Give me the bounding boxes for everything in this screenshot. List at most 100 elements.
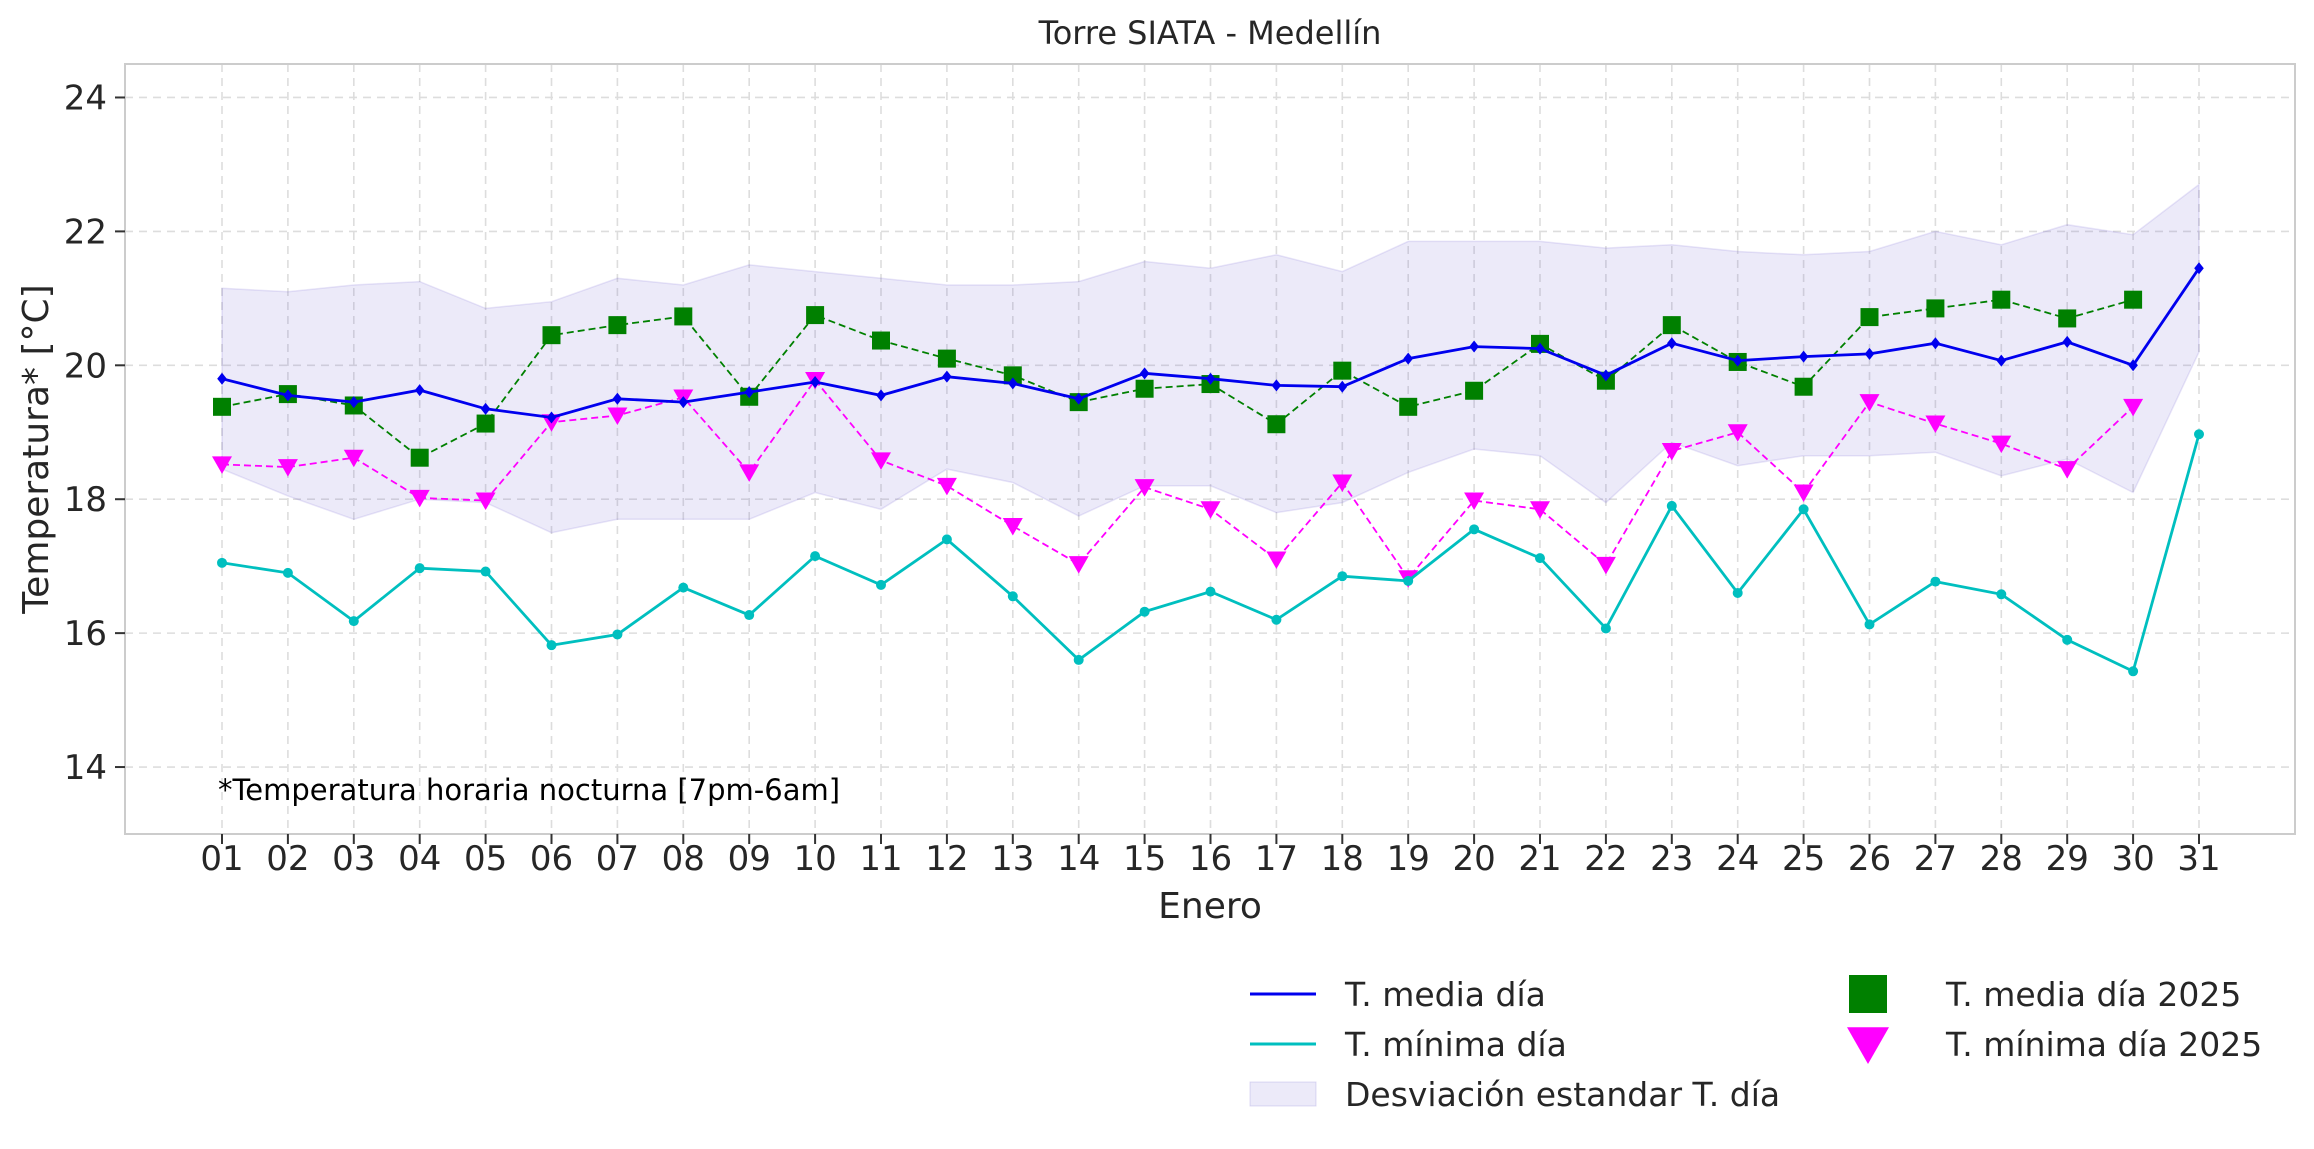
data-point — [1930, 576, 1941, 587]
data-point — [212, 456, 232, 474]
data-point — [1073, 654, 1084, 665]
x-tick-label: 01 — [200, 839, 243, 879]
data-point — [1991, 435, 2012, 454]
legend-swatch — [1847, 1027, 1889, 1064]
std-band-area — [221, 182, 2200, 534]
x-tick-label: 02 — [266, 839, 309, 879]
data-point — [1732, 354, 1743, 367]
x-tick-label: 16 — [1189, 839, 1232, 879]
data-point — [1793, 484, 1814, 503]
data-point — [608, 316, 627, 335]
data-point — [1205, 372, 1216, 385]
x-tick-label: 28 — [1980, 839, 2023, 879]
y-axis-label: Temperatura* [°C] — [16, 284, 57, 614]
std-band-layer — [221, 182, 2200, 534]
legend-entry: T. media día 2025 — [1849, 975, 2241, 1014]
data-point — [2128, 666, 2139, 677]
data-point — [1266, 551, 1287, 569]
legend-entry: Desviación estandar T. día — [1249, 1075, 1780, 1114]
x-tick-label: 08 — [662, 839, 705, 879]
x-tick-label: 11 — [859, 839, 902, 879]
data-point — [476, 414, 495, 433]
x-tick-label: 04 — [398, 839, 441, 879]
data-point — [1662, 316, 1681, 335]
data-point — [1139, 606, 1150, 617]
x-tick-label: 03 — [332, 839, 375, 879]
y-tick-label: 20 — [64, 346, 107, 386]
data-point — [1139, 367, 1150, 380]
legend-entry: T. mínima día 2025 — [1847, 1025, 2262, 1064]
data-point — [1996, 589, 2007, 600]
data-point — [2128, 359, 2138, 372]
data-point — [213, 397, 231, 416]
y-tick-label: 24 — [64, 78, 107, 118]
chart-legend: T. media día T. mínima día Desviación esta… — [1249, 975, 2262, 1114]
legend-label: T. mínima día — [1344, 1025, 1567, 1064]
data-point — [1002, 518, 1023, 536]
x-tick-label: 06 — [530, 839, 573, 879]
data-point — [2194, 429, 2204, 440]
data-point — [2124, 290, 2143, 309]
data-point — [612, 629, 623, 640]
data-point — [1992, 290, 2011, 309]
data-point — [2058, 309, 2077, 328]
data-point — [546, 640, 557, 651]
series-layer — [212, 262, 2204, 677]
data-point — [1003, 366, 1022, 385]
data-point — [475, 492, 496, 511]
data-point — [612, 392, 623, 405]
data-point — [1008, 377, 1018, 390]
data-point — [936, 477, 957, 496]
data-point — [810, 376, 820, 389]
x-axis-label: Enero — [1158, 886, 1262, 927]
legend-entry: T. mínima día — [1250, 1025, 1567, 1064]
data-point — [871, 452, 891, 470]
legend-label: Desviación estandar T. día — [1345, 1075, 1780, 1114]
data-point — [1271, 614, 1282, 625]
x-tick-label: 23 — [1650, 839, 1693, 879]
legend-label: T. media día — [1344, 975, 1546, 1014]
data-point — [876, 389, 886, 402]
data-point — [1073, 392, 1084, 405]
data-point — [1332, 474, 1353, 492]
data-point — [674, 307, 693, 326]
data-point — [217, 557, 227, 568]
data-point — [2062, 634, 2073, 645]
x-tick-label: 31 — [2177, 839, 2220, 879]
data-point — [2123, 398, 2144, 417]
chart-annotation: *Temperatura horaria nocturna [7pm-6am] — [218, 773, 840, 807]
data-point — [1465, 381, 1484, 400]
data-point — [806, 306, 825, 325]
data-point — [1864, 619, 1875, 630]
data-point — [283, 389, 293, 402]
data-point — [546, 411, 557, 424]
data-point — [343, 449, 364, 468]
data-point — [1068, 556, 1089, 574]
data-point — [480, 402, 491, 415]
series-1 — [217, 429, 2204, 677]
y-tick-label: 16 — [64, 614, 107, 654]
data-point — [876, 579, 886, 590]
x-tick-label: 27 — [1914, 839, 1957, 879]
data-point — [937, 349, 956, 368]
data-point — [1464, 492, 1485, 511]
legend-label: T. mínima día 2025 — [1945, 1025, 2262, 1064]
x-tick-label: 14 — [1057, 839, 1100, 879]
legend-swatch — [1249, 1081, 1317, 1107]
x-tick-label: 24 — [1716, 839, 1759, 879]
grid-layer — [125, 64, 2295, 834]
x-tick-label: 22 — [1584, 839, 1627, 879]
data-point — [1601, 369, 1611, 382]
data-point — [348, 616, 359, 627]
data-point — [409, 489, 430, 508]
data-point — [1535, 342, 1545, 355]
y-tick-label: 14 — [64, 748, 107, 788]
data-point — [1798, 504, 1809, 515]
data-point — [1337, 571, 1348, 582]
x-tick-label: 25 — [1782, 839, 1825, 879]
legend-entry: T. media día — [1250, 975, 1546, 1014]
data-point — [1271, 379, 1282, 392]
data-point — [942, 370, 952, 383]
